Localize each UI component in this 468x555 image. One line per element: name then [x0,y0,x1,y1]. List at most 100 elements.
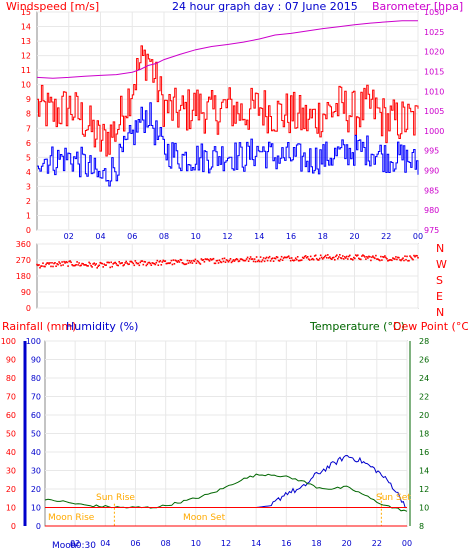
direction-point [111,265,113,268]
direction-point [173,263,176,265]
direction-point [109,266,111,269]
direction-point [118,261,120,263]
direction-point [65,261,67,263]
direction-point [211,258,214,261]
direction-point [321,258,324,260]
compass-label: E [436,290,443,303]
direction-point [337,257,339,260]
direction-point [361,255,363,257]
direction-point [126,262,128,264]
direction-point [260,260,263,263]
direction-point [167,262,170,264]
direction-point [42,262,44,264]
wind-x-tick-label: 08 [159,232,169,241]
direction-point [381,259,383,261]
windspeed-tick-label: 13 [21,37,31,46]
direction-point [158,261,161,263]
direction-point [105,264,107,266]
direction-point [114,261,116,264]
humidity-tick-label: 10 [31,504,41,513]
humidity-tick-label: 30 [31,467,41,476]
direction-point [161,261,164,263]
direction-point [356,255,358,257]
direction-point [89,262,91,265]
direction-point [133,264,136,267]
direction-point [220,261,223,264]
direction-point [294,257,297,259]
direction-point [59,262,61,265]
direction-point [222,260,225,263]
direction-point [272,260,275,262]
direction-point [172,259,175,261]
direction-point [415,254,417,257]
direction-point [36,263,38,266]
direction-point [349,254,351,257]
direction-point [103,263,105,265]
direction-point [72,264,74,267]
direction-point [351,258,353,260]
direction-point [407,260,409,262]
dewpoint-axis-label: Dew Point (°C) [393,320,468,333]
direction-tick-label: 0 [26,304,31,313]
direction-point [80,264,82,267]
rainfall-tick-label: 30 [6,467,16,476]
direction-point [160,264,163,266]
rainfall-axis-label: Rainfall (mm) [2,320,76,333]
direction-point [47,262,49,264]
direction-point [331,258,333,260]
direction-point [122,264,124,267]
direction-point [188,260,191,262]
windspeed-tick-label: 7 [26,124,31,133]
direction-point [364,256,366,258]
direction-point [83,264,85,266]
direction-point [67,265,69,267]
direction-point [328,257,330,259]
direction-point [38,264,40,266]
direction-point [224,261,227,263]
rain-humidity-y-ticks: 0 0 10 10 20 20 30 30 40 40 50 50 60 60 70 70 80 80 90 90 10… [1,337,41,531]
direction-point [385,256,387,259]
temperature-tick-label: 18 [419,430,429,439]
direction-point [417,256,419,259]
direction-point [166,262,169,265]
direction-point [380,255,382,258]
direction-point [87,265,89,267]
windspeed-tick-label: 12 [21,52,31,61]
windspeed-tick-label: 0 [26,226,31,235]
temperature-tick-label: 28 [419,337,429,346]
direction-point [138,264,141,267]
direction-point [102,266,104,268]
direction-point [360,258,362,261]
direction-point [312,258,315,261]
direction-point [129,260,131,263]
windspeed-tick-label: 10 [21,81,31,90]
direction-point [275,256,278,258]
direction-point [271,257,274,259]
direction-series [36,254,419,269]
direction-point [341,257,343,260]
wind-x-tick-label: 00 [413,232,423,241]
direction-point [64,262,66,264]
direction-point [357,254,359,256]
direction-point [334,259,336,261]
direction-point [379,259,381,262]
rain-temp-x-tick-label: 10 [191,539,201,548]
direction-point [207,259,210,261]
rainfall-tick-label: 50 [6,430,16,439]
direction-point [154,263,157,266]
barometer-line [36,20,418,79]
direction-point [219,261,222,263]
direction-point [295,258,298,261]
direction-point [123,264,125,266]
direction-point [37,264,39,267]
direction-point [375,254,377,257]
direction-point [124,262,126,264]
direction-point [352,259,354,261]
direction-point [46,262,48,264]
humidity-tick-label: 90 [31,356,41,365]
direction-point [311,257,314,260]
direction-point [348,255,350,258]
direction-point [377,258,379,260]
direction-point [128,263,130,265]
